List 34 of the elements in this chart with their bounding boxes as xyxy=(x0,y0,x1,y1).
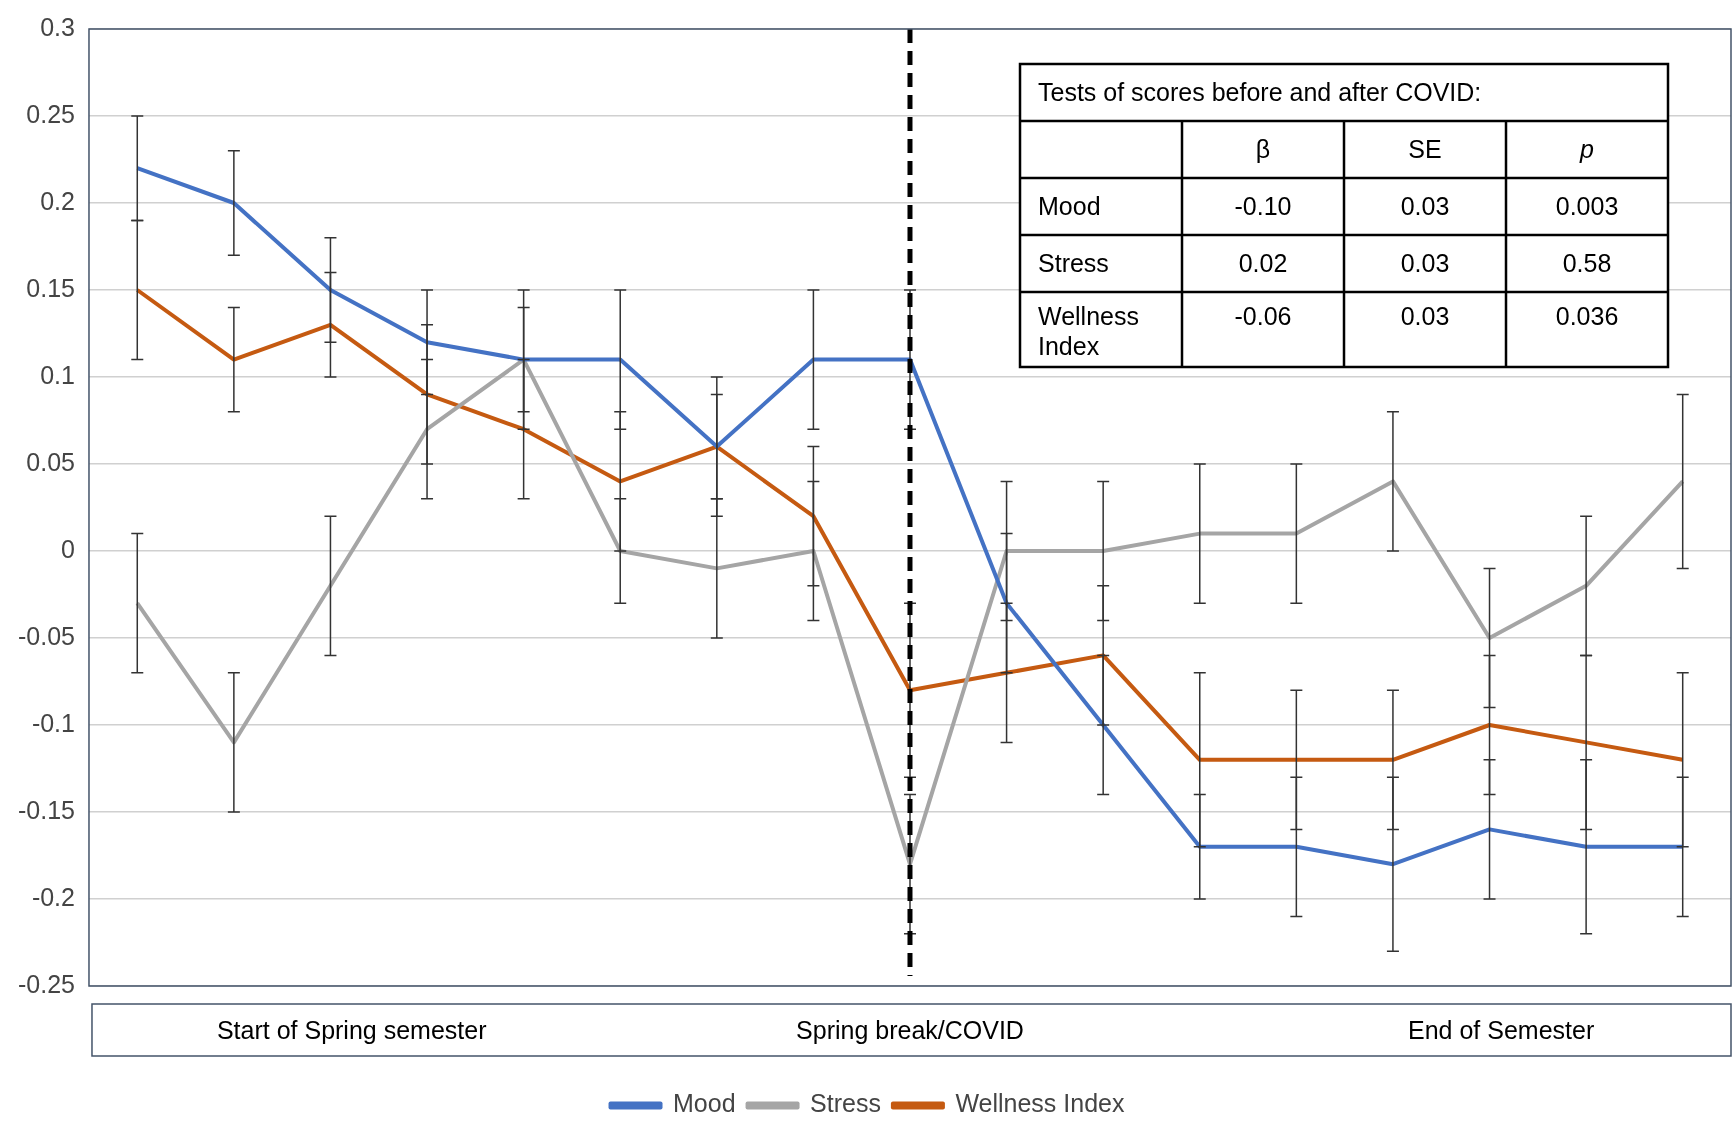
annotation: 0.58 xyxy=(1562,249,1612,278)
annotation: Mood xyxy=(1038,192,1101,221)
y-tick-label: 0.25 xyxy=(26,99,75,128)
text: End of Semester xyxy=(1408,1015,1595,1044)
y-tick-label: -0.25 xyxy=(18,969,75,998)
text: Spring break/COVID xyxy=(796,1015,1024,1044)
y-tick-label: 0 xyxy=(61,534,75,563)
annotation: -0.06 xyxy=(1234,301,1292,330)
annotation: 0.03 xyxy=(1400,192,1450,221)
annotation: Stress xyxy=(1038,249,1109,278)
annotation: -0.10 xyxy=(1234,192,1292,221)
y-tick-label: 0.15 xyxy=(26,273,75,302)
annotation: β xyxy=(1255,135,1271,164)
annotation: Tests of scores before and after COVID: xyxy=(1038,78,1482,107)
y-tick-label: 0.2 xyxy=(40,186,75,215)
annotation: 0.02 xyxy=(1238,249,1288,278)
text: Start of Spring semester xyxy=(216,1015,487,1044)
y-tick-label: -0.2 xyxy=(31,882,75,911)
legend-label: Wellness Index xyxy=(955,1089,1125,1118)
legend-label: Mood xyxy=(673,1089,736,1118)
y-tick-label: -0.05 xyxy=(18,621,75,650)
annotation: p xyxy=(1579,135,1595,164)
y-tick-label: 0.05 xyxy=(26,447,75,476)
annotation: 0.03 xyxy=(1400,301,1450,330)
y-tick-label: -0.15 xyxy=(18,795,75,824)
annotation: Wellness Index xyxy=(1038,301,1139,360)
annotation: 0.003 xyxy=(1555,192,1619,221)
y-tick-label: -0.1 xyxy=(31,708,75,737)
annotation: 0.03 xyxy=(1400,249,1450,278)
annotation: SE xyxy=(1408,135,1442,164)
y-tick-label: 0.1 xyxy=(40,360,75,389)
annotation: 0.036 xyxy=(1555,301,1619,330)
legend-label: Stress xyxy=(810,1089,881,1118)
y-tick-label: 0.3 xyxy=(40,12,75,41)
